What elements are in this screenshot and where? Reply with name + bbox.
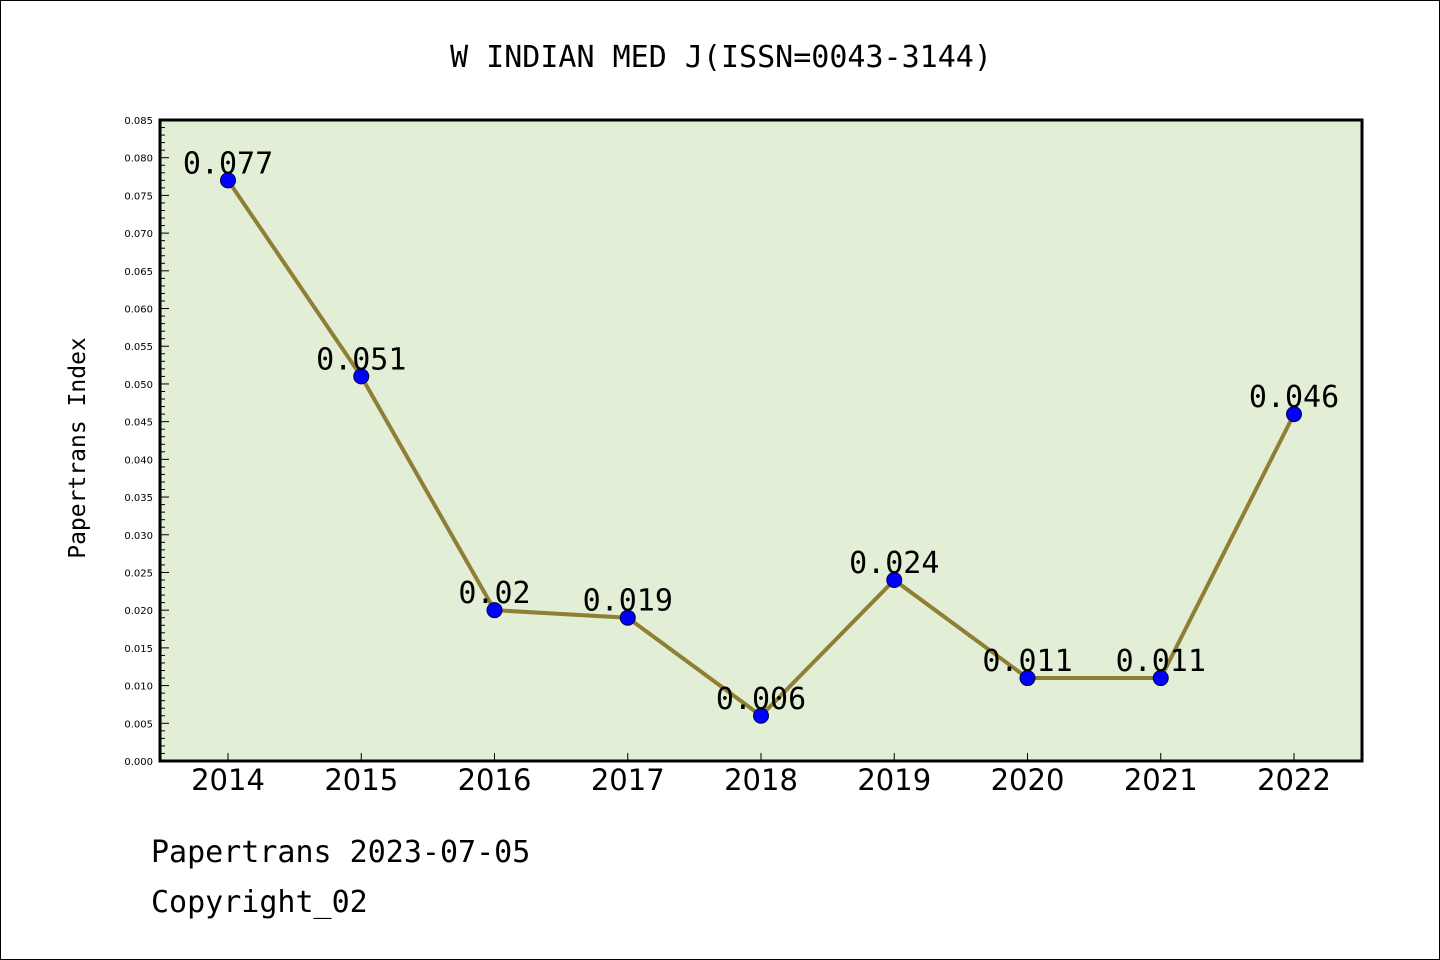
y-tick-label: 0.065	[124, 267, 153, 278]
y-tick-label: 0.040	[124, 455, 153, 466]
data-markers	[220, 172, 1302, 724]
x-tick-label: 2017	[591, 763, 665, 797]
y-tick-label: 0.010	[124, 682, 153, 693]
y-tick-label: 0.045	[124, 418, 153, 429]
y-tick-label: 0.075	[124, 191, 153, 202]
data-label: 0.011	[982, 644, 1072, 679]
x-tick-label: 2021	[1124, 763, 1198, 797]
x-tick-label: 2016	[458, 763, 532, 797]
data-label: 0.019	[583, 584, 673, 619]
data-point-marker	[220, 172, 236, 189]
data-point-marker	[1019, 670, 1036, 687]
data-label: 0.046	[1249, 380, 1339, 415]
data-labels: 0.077 0.051 0.02 0.019 0.006 0.024 0.011 0.011 0…	[183, 146, 1339, 716]
data-point-marker	[886, 572, 903, 589]
y-tick-label: 0.070	[124, 229, 153, 240]
y-tick-label: 0.020	[124, 606, 153, 617]
data-point-marker	[1286, 406, 1302, 423]
y-tick-label: 0.000	[124, 757, 153, 768]
plot-border	[158, 118, 1364, 763]
x-tick-label: 2018	[724, 763, 798, 797]
x-tick-label: 2020	[991, 763, 1065, 797]
x-tick-label: 2014	[191, 763, 265, 797]
y-tick-label: 0.080	[124, 154, 153, 165]
y-tick-label: 0.055	[124, 342, 153, 353]
y-tick-label: 0.085	[124, 116, 153, 127]
y-tick-label: 0.060	[124, 305, 153, 316]
data-label: 0.011	[1116, 644, 1206, 679]
data-label: 0.051	[316, 342, 406, 377]
data-label: 0.077	[183, 146, 273, 181]
footer-copyright-text: Copyright_02	[151, 885, 368, 920]
y-tick-label: 0.025	[124, 568, 153, 579]
data-label: 0.024	[849, 546, 939, 581]
x-tick-label: 2015	[324, 763, 398, 797]
data-point-marker	[753, 707, 769, 724]
chart-title: W INDIAN MED J(ISSN=0043-3144)	[450, 40, 992, 75]
y-axis-label: Papertrans Index	[65, 337, 91, 559]
y-axis-tick-labels: 0.000 0.005 0.010 0.015 0.020 0.025 0.030 0.035…	[124, 116, 153, 768]
plot-area	[160, 120, 1362, 761]
x-tick-label: 2019	[857, 763, 931, 797]
footer-source-text: Papertrans 2023-07-05	[151, 835, 531, 870]
data-label: 0.02	[458, 576, 530, 611]
y-tick-label: 0.035	[124, 493, 153, 504]
x-tick-label: 2022	[1257, 763, 1331, 797]
data-point-marker	[1152, 670, 1169, 687]
y-tick-label: 0.050	[124, 380, 153, 391]
data-point-marker	[619, 609, 636, 626]
data-point-marker	[486, 602, 503, 619]
data-point-marker	[353, 368, 370, 385]
y-tick-label: 0.005	[124, 719, 153, 730]
y-tick-label: 0.015	[124, 644, 153, 655]
x-axis-tick-labels: 2014 2015 2016 2017 2018 2019 2020 2021 2022	[191, 763, 1331, 797]
data-label: 0.006	[716, 682, 806, 717]
y-tick-label: 0.030	[124, 531, 153, 542]
